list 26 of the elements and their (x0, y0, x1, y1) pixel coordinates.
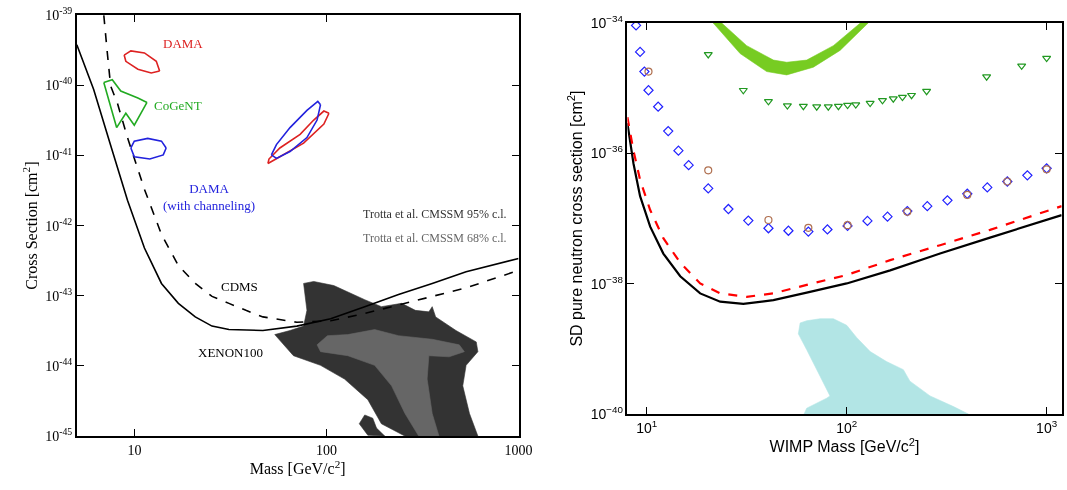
text: Trotta et al. CMSSM 68% c.l. (363, 231, 507, 245)
y-tick-label: 10$^{-44}$ (45, 355, 73, 374)
x-tick-label: 1000 (504, 442, 533, 458)
annotation: XENON100 (198, 345, 263, 360)
x-tick-label: 100 (316, 442, 338, 458)
y-tick-label: 10$^{-43}$ (45, 285, 73, 304)
x-tick-label: 10$^{3}$ (1036, 417, 1058, 436)
y-tick-label: 10$^{-39}$ (45, 5, 73, 24)
y-tick-label: 10$^{-41}$ (45, 145, 73, 164)
x-axis-title: WIMP Mass [GeV/c$^{2}$] (769, 435, 920, 456)
y-tick-label: 10$^{−38}$ (590, 273, 624, 292)
annotation: DAMA (with channeling) (163, 181, 256, 213)
y-tick-label: 10$^{-45}$ (45, 426, 73, 444)
annotation: CoGeNT (154, 98, 202, 113)
text: Trotta et al. CMSSM 95% c.l. (363, 207, 507, 221)
y-tick-label: 10$^{-40}$ (45, 75, 73, 94)
y-tick-label: 10$^{−40}$ (590, 404, 624, 422)
x-tick-label: 10$^{2}$ (836, 417, 858, 436)
annotation: DAMA (163, 36, 204, 51)
y-tick-label: 10$^{−36}$ (590, 143, 624, 162)
x-axis-title: Mass [GeV/c$^{2}$] (249, 457, 346, 478)
annotation: CDMS (221, 279, 258, 294)
x-tick-label: 10 (127, 442, 142, 458)
x-tick-label: 10$^{1}$ (636, 417, 658, 436)
y-tick-label: 10$^{−34}$ (590, 13, 624, 31)
y-tick-label: 10$^{-42}$ (45, 215, 73, 234)
